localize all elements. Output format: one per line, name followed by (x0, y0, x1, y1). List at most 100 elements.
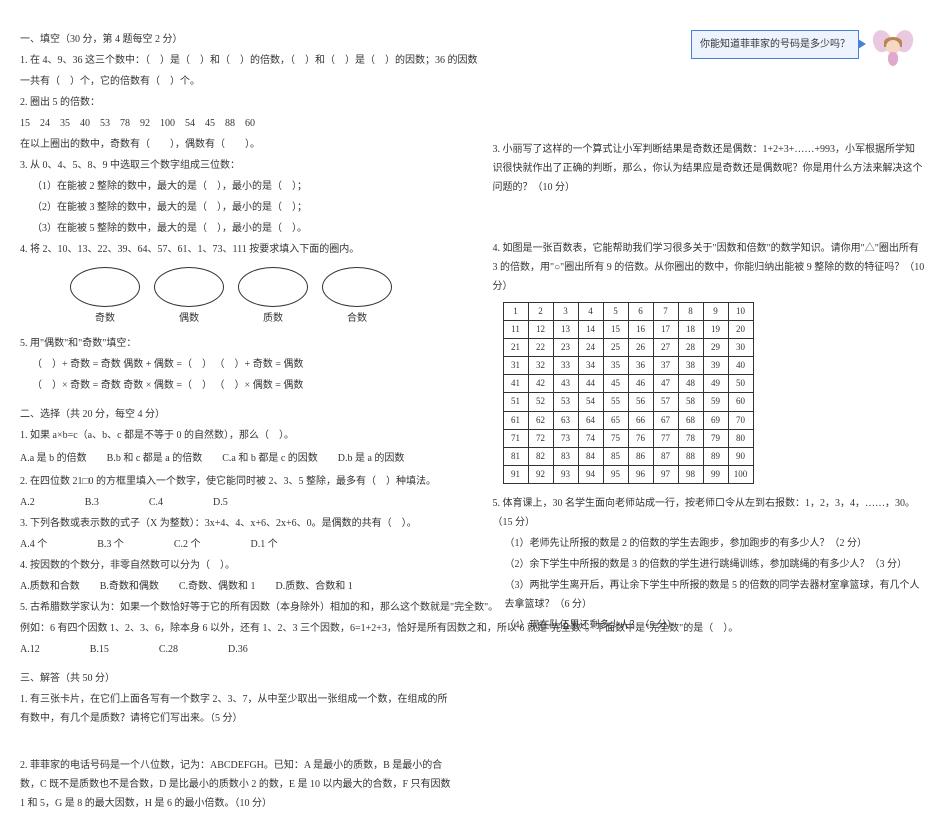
hundred-cell: 74 (578, 429, 603, 447)
oval-even (154, 267, 224, 307)
hundred-cell: 52 (528, 393, 553, 411)
hundred-cell: 30 (728, 339, 753, 357)
q5-row1: （ ）+ 奇数 = 奇数 偶数 + 偶数 =（ ） （ ）+ 奇数 = 偶数 (20, 355, 453, 374)
hundred-cell: 78 (678, 429, 703, 447)
hundred-cell: 79 (703, 429, 728, 447)
section-2-heading: 二、选择（共 20 分，每空 4 分） (20, 405, 453, 424)
q2: 2. 圈出 5 的倍数： (20, 93, 453, 112)
hundred-cell: 65 (603, 411, 628, 429)
hundred-cell: 55 (603, 393, 628, 411)
speech-callout: 你能知道菲菲家的号码是多少吗？ (691, 30, 915, 74)
hundred-cell: 45 (603, 375, 628, 393)
hundred-cell: 9 (703, 303, 728, 321)
hundred-cell: 60 (728, 393, 753, 411)
hundred-cell: 68 (678, 411, 703, 429)
hundred-cell: 51 (503, 393, 528, 411)
hundred-cell: 71 (503, 429, 528, 447)
right-column: 你能知道菲菲家的号码是多少吗？ 3. 小丽写了这样的一个算式让小军判断结果是奇数… (473, 0, 945, 668)
hundred-cell: 83 (553, 447, 578, 465)
hundred-cell: 98 (678, 465, 703, 483)
hundred-cell: 18 (678, 321, 703, 339)
hundred-cell: 39 (703, 357, 728, 375)
hundred-cell: 64 (578, 411, 603, 429)
hundred-cell: 33 (553, 357, 578, 375)
hundred-cell: 61 (503, 411, 528, 429)
r-q5d: （4）现在队伍里还剩多少人？（5 分） (493, 616, 926, 635)
hundred-cell: 23 (553, 339, 578, 357)
s2q5-line1: 5. 古希腊数学家认为：如果一个数恰好等于它的所有因数（本身除外）相加的和，那么… (20, 598, 453, 617)
oval-composite (322, 267, 392, 307)
hundred-cell: 80 (728, 429, 753, 447)
q5: 5. 用"偶数"和"奇数"填空： (20, 334, 453, 353)
q5-row2: （ ）× 奇数 = 奇数 奇数 × 偶数 =（ ） （ ）× 偶数 = 偶数 (20, 376, 453, 395)
hundred-cell: 90 (728, 447, 753, 465)
hundred-cell: 94 (578, 465, 603, 483)
s2q4-options: A.质数和合数 B.奇数和偶数 C.奇数、偶数和 1 D.质数、合数和 1 (20, 577, 453, 596)
hundred-cell: 46 (628, 375, 653, 393)
r-q5: 5. 体育课上，30 名学生面向老师站成一行，按老师口令从左到右报数：1，2，3… (493, 494, 926, 532)
hundred-cell: 87 (653, 447, 678, 465)
oval-label-composite: 合数 (322, 309, 392, 328)
hundred-cell: 95 (603, 465, 628, 483)
hundred-cell: 88 (678, 447, 703, 465)
hundred-cell: 53 (553, 393, 578, 411)
oval-row (70, 267, 453, 307)
hundred-table: 1234567891011121314151617181920212223242… (503, 302, 754, 484)
hundred-cell: 73 (553, 429, 578, 447)
s2q2-options: A.2 B.3 C.4 D.5 (20, 493, 453, 512)
r-q4: 4. 如图是一张百数表，它能帮助我们学习很多关于"因数和倍数"的数学知识。请你用… (493, 239, 926, 296)
section-3-heading: 三、解答（共 50 分） (20, 669, 453, 688)
hundred-cell: 1 (503, 303, 528, 321)
hundred-cell: 43 (553, 375, 578, 393)
hundred-cell: 27 (653, 339, 678, 357)
r-q5a: （1）老师先让所报的数是 2 的倍数的学生去跑步，参加跑步的有多少人？（2 分） (493, 534, 926, 553)
r-q5c: （3）两批学生离开后，再让余下学生中所报的数是 5 的倍数的同学去器材室拿篮球，… (493, 576, 926, 614)
hundred-cell: 62 (528, 411, 553, 429)
q3: 3. 从 0、4、5、8、9 中选取三个数字组成三位数： (20, 156, 453, 175)
hundred-cell: 49 (703, 375, 728, 393)
q3-part1: （1）在能被 2 整除的数中，最大的是（ ），最小的是（ ）； (20, 177, 453, 196)
hundred-cell: 50 (728, 375, 753, 393)
hundred-cell: 3 (553, 303, 578, 321)
hundred-cell: 86 (628, 447, 653, 465)
hundred-cell: 56 (628, 393, 653, 411)
hundred-cell: 96 (628, 465, 653, 483)
hundred-cell: 92 (528, 465, 553, 483)
hundred-cell: 85 (603, 447, 628, 465)
hundred-cell: 72 (528, 429, 553, 447)
hundred-cell: 7 (653, 303, 678, 321)
hundred-cell: 97 (653, 465, 678, 483)
hundred-cell: 69 (703, 411, 728, 429)
hundred-cell: 77 (653, 429, 678, 447)
hundred-cell: 42 (528, 375, 553, 393)
hundred-cell: 44 (578, 375, 603, 393)
oval-labels-row: 奇数 偶数 质数 合数 (70, 309, 453, 328)
q1-line2: 一共有（ ）个，它的倍数有（ ）个。 (20, 72, 453, 91)
s2q4: 4. 按因数的个数分，非零自然数可以分为（ ）。 (20, 556, 453, 575)
hundred-cell: 25 (603, 339, 628, 357)
q2-followup: 在以上圈出的数中，奇数有（ ），偶数有（ ）。 (20, 135, 453, 154)
hundred-cell: 93 (553, 465, 578, 483)
hundred-cell: 57 (653, 393, 678, 411)
hundred-cell: 41 (503, 375, 528, 393)
left-column: 一、填空（30 分，第 4 题每空 2 分） 1. 在 4、9、36 这三个数中… (0, 0, 473, 668)
hundred-cell: 20 (728, 321, 753, 339)
hundred-cell: 37 (653, 357, 678, 375)
hundred-cell: 11 (503, 321, 528, 339)
hundred-cell: 75 (603, 429, 628, 447)
hundred-cell: 15 (603, 321, 628, 339)
hundred-cell: 48 (678, 375, 703, 393)
s2q2: 2. 在四位数 21□0 的方框里填入一个数字，使它能同时被 2、3、5 整除，… (20, 472, 453, 491)
hundred-cell: 63 (553, 411, 578, 429)
callout-bubble: 你能知道菲菲家的号码是多少吗？ (691, 30, 859, 59)
hundred-cell: 19 (703, 321, 728, 339)
q3-part3: （3）在能被 5 整除的数中，最大的是（ ），最小的是（ ）。 (20, 219, 453, 238)
hundred-cell: 84 (578, 447, 603, 465)
section-1-heading: 一、填空（30 分，第 4 题每空 2 分） (20, 30, 453, 49)
hundred-cell: 66 (628, 411, 653, 429)
hundred-cell: 36 (628, 357, 653, 375)
hundred-cell: 99 (703, 465, 728, 483)
hundred-cell: 76 (628, 429, 653, 447)
hundred-cell: 10 (728, 303, 753, 321)
hundred-cell: 5 (603, 303, 628, 321)
